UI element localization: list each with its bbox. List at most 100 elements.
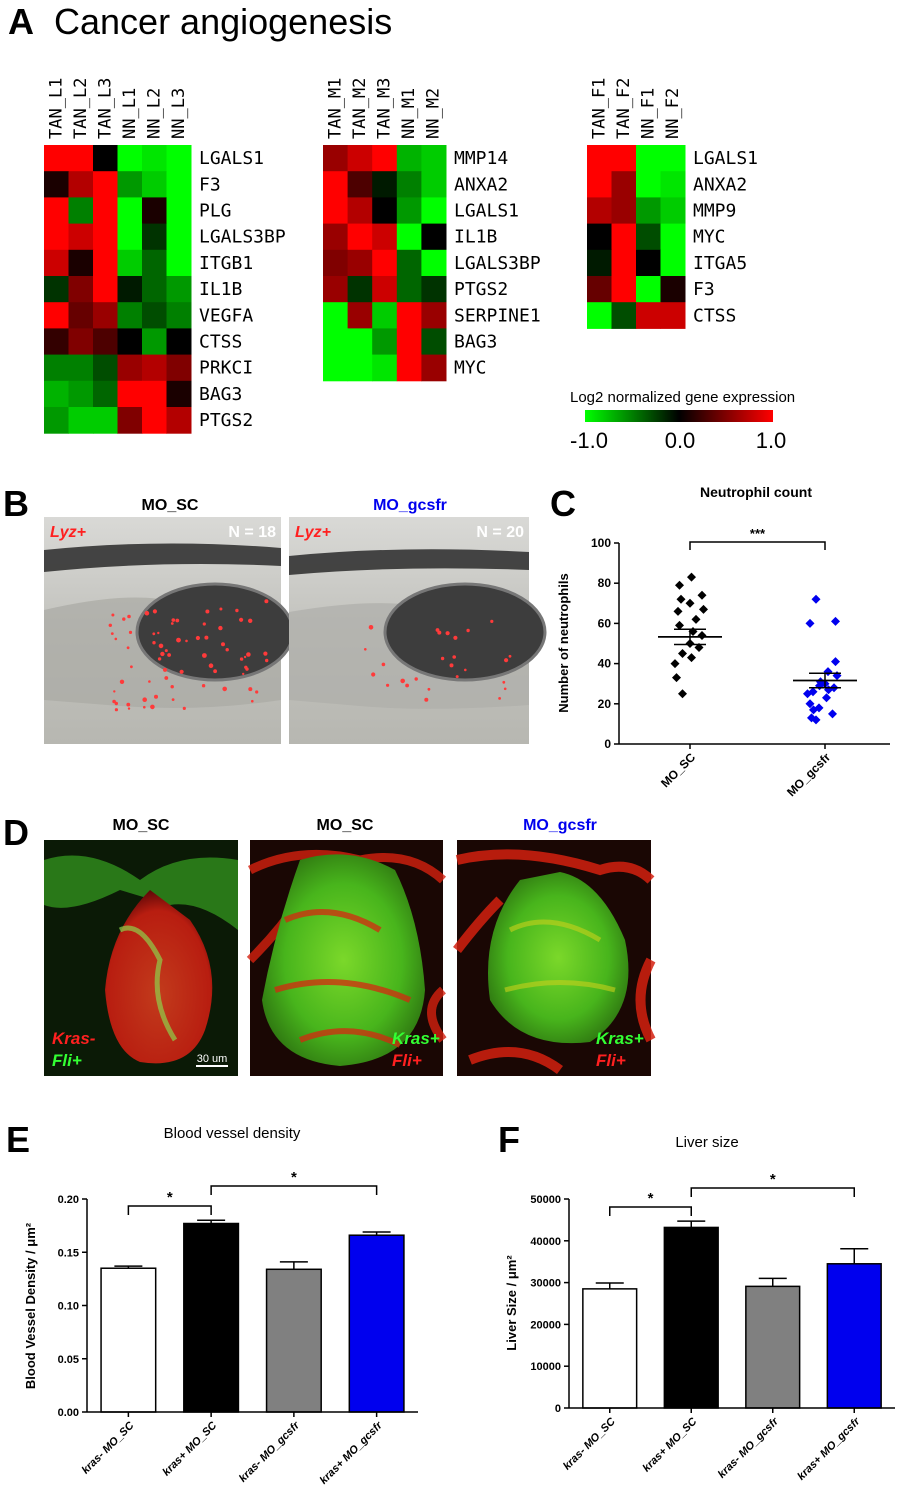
heatmap-cell [636,145,661,172]
heatmap-cell [587,223,612,251]
heatmap-cell [68,276,94,303]
heatmap-cell [68,302,94,329]
heatmap-cell [93,197,118,225]
neutrophil-dot [201,684,206,688]
neutrophil-dot [164,676,169,680]
heatmap-cell [421,249,447,277]
y-tick-label: 20000 [530,1319,561,1331]
heatmap-cell [117,328,143,356]
heatmap-row-label: LGALS1 [454,201,519,222]
neutrophil-dot [255,690,259,694]
heatmap-cell [93,249,118,277]
heatmap-cell [611,276,637,303]
heatmap-column-label: NN_L3 [169,88,189,139]
data-point [811,594,821,604]
heatmap-cell [587,302,612,329]
x-tick-label: kras+ MO_SC [160,1419,220,1479]
panel-b-marker-right: Lyz+ [295,524,331,541]
heatmap-cell [372,171,398,198]
data-point [672,673,681,683]
neutrophil-dots [364,619,512,702]
data-point [694,643,704,653]
heatmap-cell [323,145,349,172]
neutrophil-dot [246,652,251,657]
neutrophil-dot [445,631,450,636]
heatmap-cell [68,407,94,434]
fish-dorsal-edge [44,543,281,572]
neutrophil-dot [113,690,116,693]
x-tick-label: kras+ MO_SC [641,1415,701,1475]
heatmap-cell [117,197,143,225]
heatmap-cell [44,249,69,277]
heatmap-cell [660,171,686,198]
heatmap-cell [93,145,118,172]
panel-d3-label-kras: Kras+ [596,1029,644,1048]
vessel-strand [274,909,412,1048]
bar [265,1268,322,1413]
vessel-network [453,849,656,1075]
y-axis-label: Number of neutrophils [556,573,571,712]
panel-d1-label-kras: Kras- [52,1029,96,1048]
neutrophil-dots [108,599,269,712]
heatmap-column-label: TAN_L1 [46,78,66,139]
neutrophil-dot [127,614,131,619]
heatmap-cell [587,276,612,303]
bar [183,1222,240,1413]
neutrophil-dot [400,678,406,684]
heatmap-column-label: NN_M1 [399,88,419,139]
y-tick-label: 100 [591,536,611,550]
y-tick-label: 0 [604,737,611,751]
heatmap-row-label: ITGB1 [199,253,253,274]
neutrophil-dot [381,662,386,667]
neutrophil-dot [219,607,223,611]
liver-tissue [262,854,425,1066]
neutrophil-dot [128,630,133,635]
x-tick-label: kras+ MO_gcsfr [795,1415,863,1483]
heatmap-cell [44,328,69,356]
micrograph-d-kras-neg: Kras- Fli+ 30 um [44,840,238,1076]
heatmap-cell [44,171,69,198]
chart-title: Neutrophil count [700,484,812,500]
heatmap-cell [93,407,118,434]
panel-d-title-2: MO_SC [317,817,374,834]
neutrophil-dot [490,619,494,624]
liver-tissue [488,872,629,1044]
y-tick-label: 40000 [530,1236,561,1248]
data-point [687,572,696,582]
neutrophil-dot [170,622,174,625]
heatmap-cell [142,145,167,172]
heatmap-cell [142,197,167,225]
heatmap-cell [323,197,349,225]
micrograph-mo-gcsfr: Lyz+ N = 20 [289,517,547,744]
neutrophil-dot [152,632,156,636]
neutrophil-dot [386,683,390,687]
heatmap-cell [323,223,349,251]
heatmap-cell [166,223,192,251]
neutrophil-dot [435,628,440,632]
panel-b-n-right: N = 20 [476,524,524,541]
x-tick-label: MO_gcsfr [784,750,833,799]
neutrophil-dot [126,646,130,650]
heatmap-cell [117,171,143,198]
panel-b-n-left: N = 18 [228,524,276,541]
significance-label: *** [750,526,766,541]
neutrophil-dot [144,610,150,616]
neutrophil-dot [160,651,165,657]
blood-vessel-density-chart: Blood vessel density Blood Vessel Density… [23,1125,418,1487]
heatmap-row-label: LGALS1 [693,148,758,169]
neutrophil-dot [114,708,118,712]
heatmap-cell [421,276,447,303]
heatmap-cell [166,302,192,329]
heatmap-cell [347,302,373,329]
heatmap-cell [396,249,422,277]
y-tick-label: 30000 [530,1278,561,1290]
heatmap-cell [372,145,398,172]
heatmap-cell [68,223,94,251]
y-tick-label: 40 [598,657,612,671]
heatmap-cell [347,249,373,277]
heatmap-cell [166,407,192,434]
heatmap-row-label: MMP9 [693,201,736,222]
heatmap-cell [166,145,192,172]
heatmap-cell [44,380,69,408]
heatmap-row-label: ITGA5 [693,253,747,274]
